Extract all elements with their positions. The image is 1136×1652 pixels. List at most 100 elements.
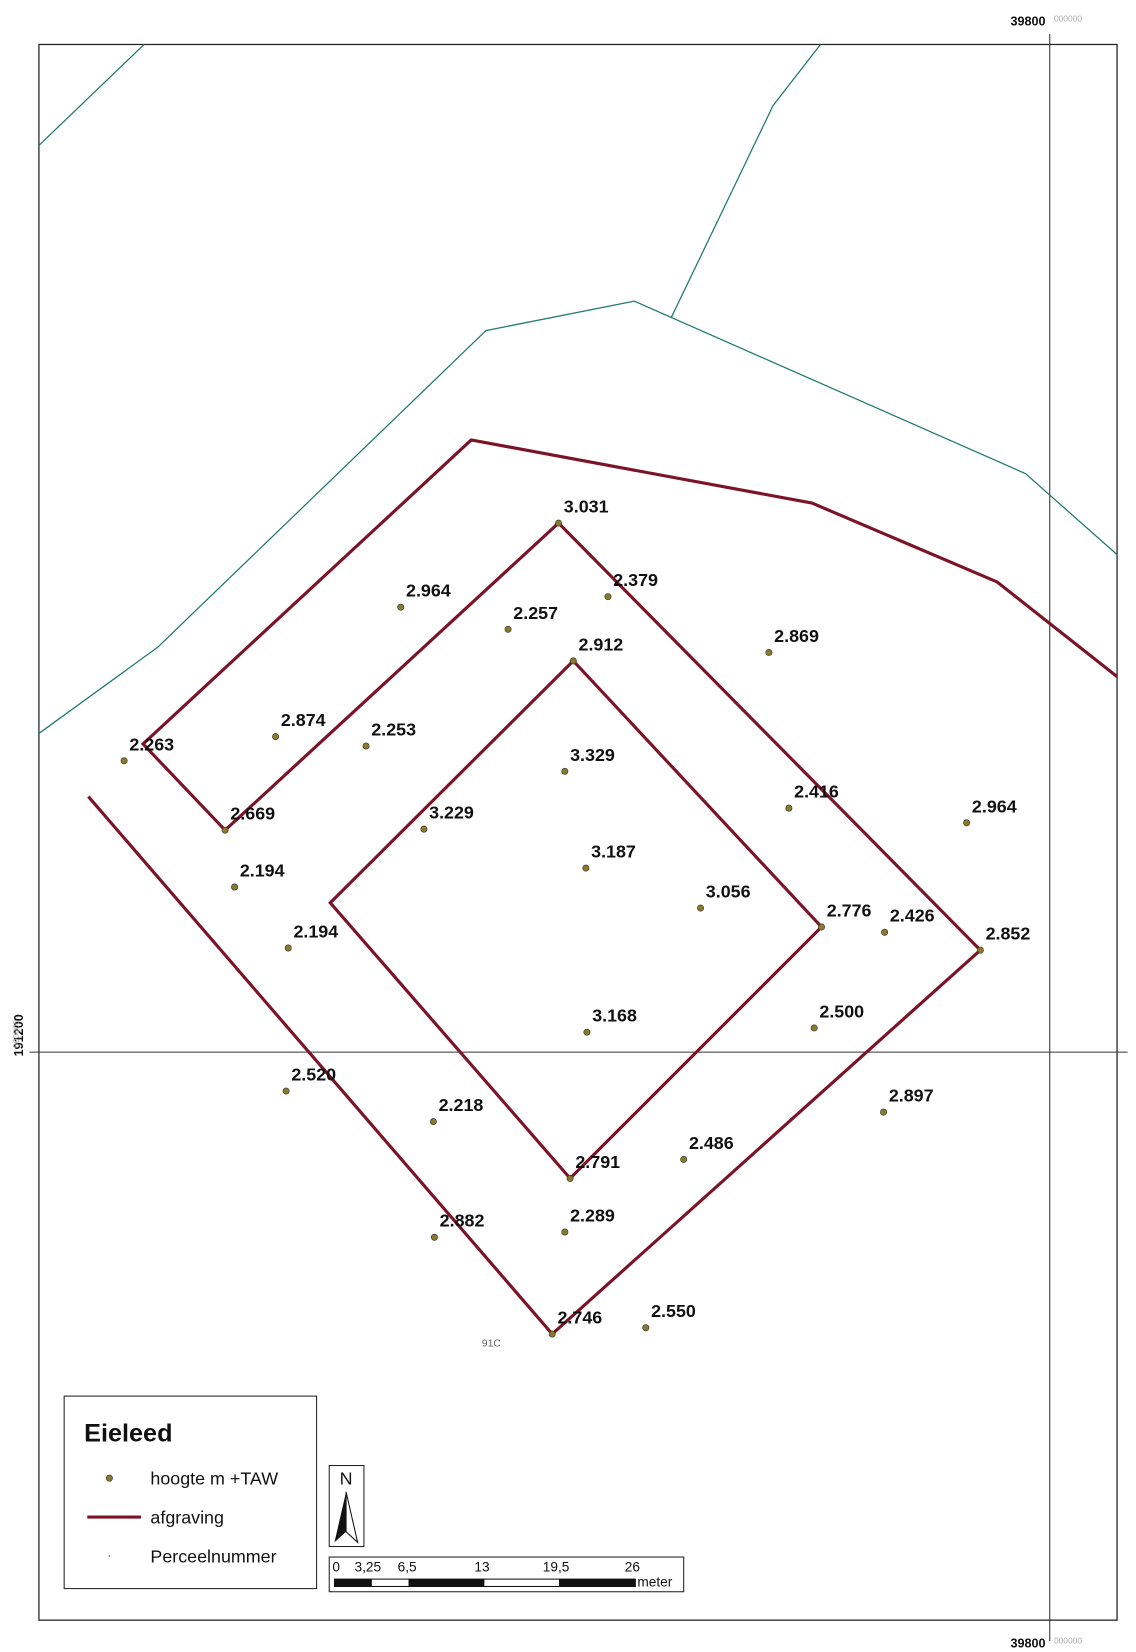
survey-point	[284, 944, 292, 952]
parcel-label: 91C	[482, 1338, 502, 1350]
coord-suffix: 000000	[11, 1020, 21, 1048]
survey-point	[881, 928, 889, 936]
point-label: 2.852	[986, 924, 1031, 944]
point-label: 2.964	[972, 796, 1017, 816]
survey-point	[420, 825, 428, 833]
point-label: 2.253	[371, 720, 416, 740]
point-label: 2.289	[570, 1205, 615, 1225]
afgraving-line	[87, 438, 1119, 1337]
survey-point	[604, 593, 612, 601]
scale-tick-label: 6,5	[398, 1560, 417, 1575]
scale-segment	[333, 1578, 372, 1588]
survey-point	[765, 648, 773, 656]
survey-point	[642, 1324, 650, 1332]
scale-tick-label: 3,25	[354, 1560, 381, 1575]
point-label: 2.912	[579, 634, 624, 654]
point-label: 2.882	[440, 1211, 485, 1231]
point-label: 2.669	[230, 804, 275, 824]
point-label: 2.776	[827, 900, 872, 920]
scale-segment	[483, 1578, 561, 1588]
survey-point	[430, 1233, 438, 1241]
survey-point	[120, 757, 128, 765]
point-label: 2.746	[557, 1308, 602, 1328]
scale-segment	[370, 1578, 410, 1588]
coord-label: 39800	[1010, 1636, 1045, 1650]
legend-label: afgraving	[150, 1507, 224, 1527]
survey-point	[504, 625, 512, 633]
point-label: 2.194	[240, 860, 285, 880]
points: 3.031 2.964 2.379 2.257 2.912 2.869 2.874 2.253…	[120, 497, 1031, 1338]
point-label: 2.964	[406, 581, 451, 601]
north-label: N	[340, 1468, 353, 1488]
survey-point	[810, 1024, 818, 1032]
parcel-line	[670, 44, 821, 319]
survey-point	[566, 1174, 574, 1182]
scale-unit: meter	[637, 1574, 672, 1589]
north-arrow: N	[328, 1465, 365, 1548]
point-label: 2.194	[293, 921, 338, 941]
coord-label: 39800	[1010, 15, 1045, 29]
parcel-line	[38, 300, 1118, 734]
survey-point	[555, 519, 563, 527]
legend-label: hoogte m +TAW	[150, 1468, 278, 1488]
map-frame	[38, 43, 1118, 1621]
point-label: 2.869	[774, 626, 819, 646]
point-label: 2.416	[794, 782, 839, 802]
point-label: 2.874	[281, 710, 326, 730]
survey-point	[282, 1087, 290, 1095]
point-label: 2.263	[129, 734, 174, 754]
point-label: 2.550	[651, 1301, 696, 1321]
legend-title: Eieleed	[84, 1419, 172, 1447]
scale-segment	[408, 1578, 485, 1588]
survey-point	[272, 733, 280, 741]
scale-tick-label: 19,5	[543, 1560, 570, 1575]
point-label: 2.257	[513, 603, 558, 623]
point-label: 2.791	[575, 1152, 620, 1172]
survey-point	[583, 1028, 591, 1036]
coord-suffix: 000000	[1054, 1635, 1082, 1645]
survey-point	[429, 1118, 437, 1126]
legend-symbol	[105, 1474, 113, 1482]
survey-point	[963, 819, 971, 827]
point-label: 3.187	[591, 842, 636, 862]
point-label: 2.897	[889, 1086, 934, 1106]
survey-point	[561, 767, 569, 775]
legend-symbol	[108, 1555, 111, 1557]
survey-point	[231, 883, 239, 891]
north-arrow-right	[345, 1491, 359, 1544]
point-label: 2.500	[819, 1001, 864, 1021]
scale-segment	[559, 1578, 636, 1588]
scale-tick-label: 13	[474, 1560, 489, 1575]
survey-point	[818, 923, 825, 931]
coord-suffix: 000000	[1054, 13, 1082, 23]
point-label: 2.218	[439, 1095, 484, 1115]
point-label: 2.520	[291, 1065, 336, 1085]
survey-point	[561, 1228, 569, 1236]
point-label: 2.486	[689, 1133, 734, 1153]
scale-tick-label: 0	[332, 1560, 340, 1575]
legend-label: Perceelnummer	[150, 1546, 276, 1566]
point-label: 3.229	[429, 803, 474, 823]
point-label: 2.426	[890, 906, 935, 926]
survey-point	[569, 657, 577, 665]
point-label: 3.329	[570, 745, 615, 765]
coord-label: 191200	[12, 1014, 26, 1056]
survey-point	[697, 904, 705, 912]
parcel-lines	[38, 44, 1118, 734]
north-arrow-left	[334, 1491, 347, 1543]
point-label: 3.031	[564, 497, 609, 517]
survey-point	[880, 1108, 888, 1116]
point-label: 3.056	[706, 882, 751, 902]
parcel-line	[38, 44, 145, 146]
survey-point	[362, 742, 370, 750]
survey-point	[548, 1330, 556, 1338]
survey-point	[976, 946, 984, 954]
legend-box	[63, 1395, 318, 1590]
legend: Eieleed hoogte m +TAW afgraving Perceeln…	[63, 1395, 318, 1590]
scale-tick-label: 26	[625, 1560, 640, 1575]
point-label: 3.168	[592, 1006, 637, 1026]
survey-point	[397, 603, 405, 611]
